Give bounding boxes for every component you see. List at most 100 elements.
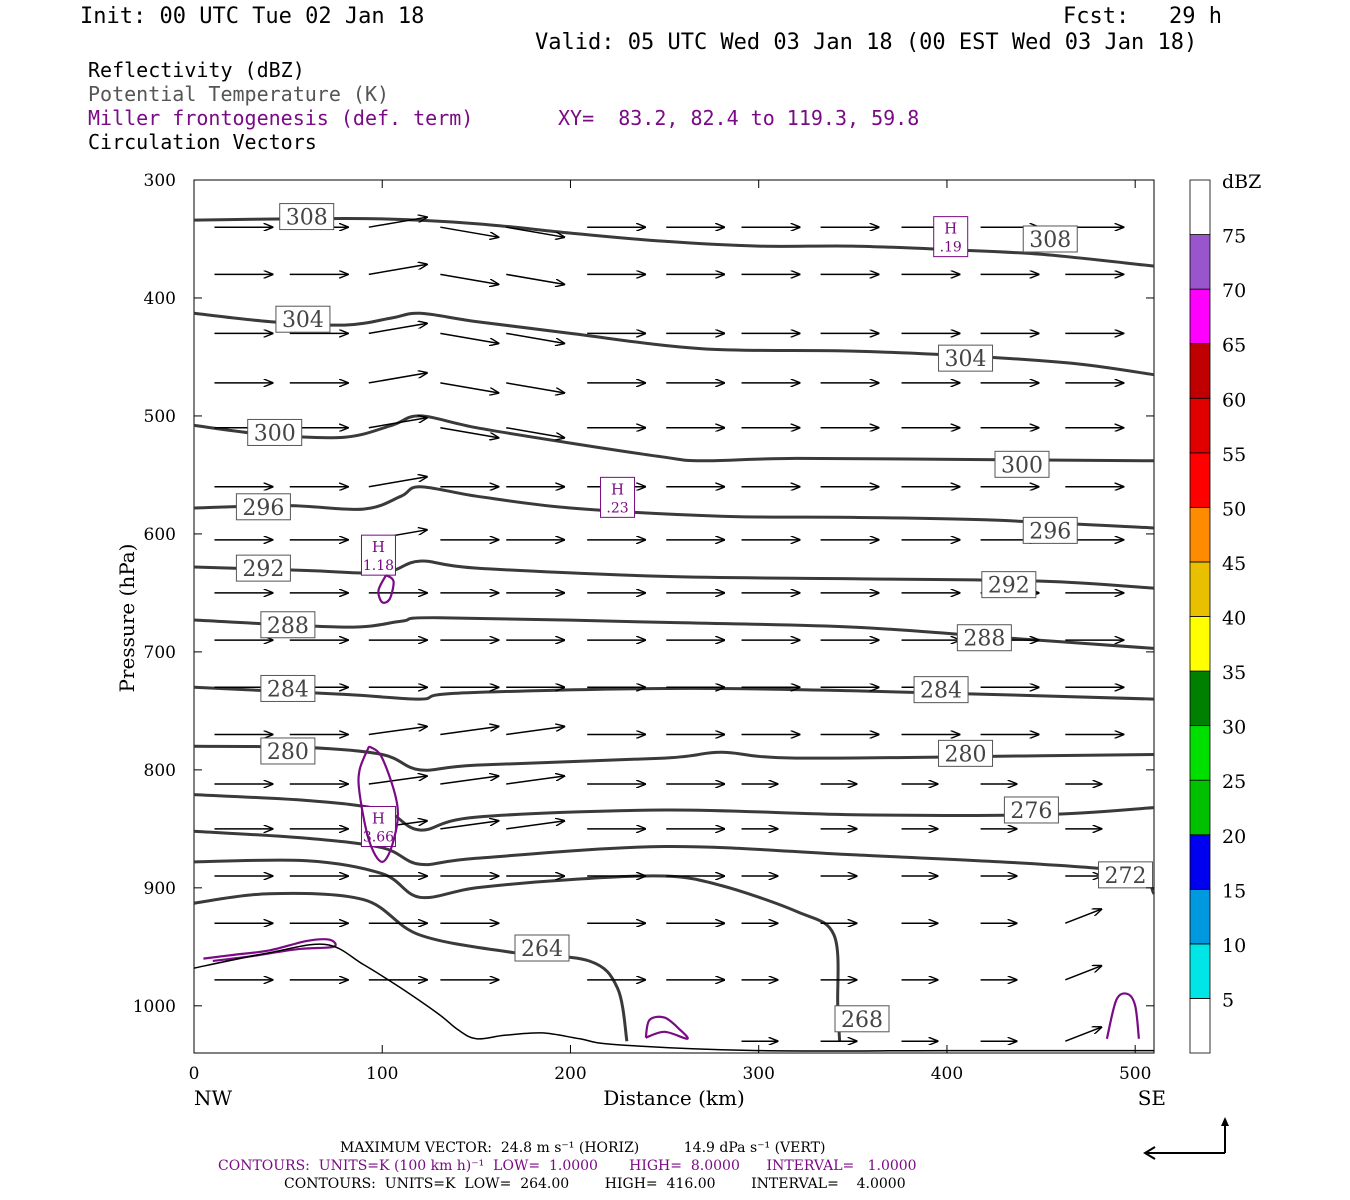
theta-contour-308 xyxy=(193,216,1155,268)
x-axis-label: Distance (km) xyxy=(603,1086,745,1110)
init-time: Init: 00 UTC Tue 02 Jan 18 xyxy=(80,4,425,29)
circulation-vector xyxy=(506,226,564,237)
circulation-vector xyxy=(368,264,427,276)
colorbar-segment xyxy=(1189,452,1211,508)
circulation-vector xyxy=(368,217,427,228)
contour-label-box xyxy=(235,493,291,521)
colorbar-level-label: 55 xyxy=(1222,444,1246,466)
theta-contour-268 xyxy=(193,858,842,1042)
frontogenesis-high-marker: H xyxy=(372,809,385,827)
colorbar-segment xyxy=(1189,888,1211,945)
contour-label-box xyxy=(260,611,316,639)
circulation-vector xyxy=(1065,966,1101,981)
colorbar-level-label: 60 xyxy=(1222,389,1246,411)
circulation-vector xyxy=(440,726,498,736)
colorbar-level-label: 70 xyxy=(1222,280,1246,302)
colorbar-segment xyxy=(1189,616,1211,672)
contour-label-276: 276 xyxy=(1010,799,1052,824)
x-tick-label: 300 xyxy=(742,1064,774,1084)
circulation-vector xyxy=(1065,1027,1101,1042)
circulation-vector xyxy=(506,273,564,284)
field-circulation-vectors: Circulation Vectors xyxy=(88,130,317,154)
colorbar-level-label: 65 xyxy=(1222,335,1246,357)
circulation-vector xyxy=(368,418,427,429)
circulation-vector xyxy=(440,273,498,284)
theta-contour-300 xyxy=(193,414,1155,463)
colorbar-segment xyxy=(1189,506,1211,563)
colorbar-level-label: 5 xyxy=(1222,989,1234,1011)
contour-label-box xyxy=(1003,796,1059,824)
circulation-vector xyxy=(440,776,498,785)
colorbar-level-label: 75 xyxy=(1222,226,1246,248)
colorbar: 5 10 15 20 25 30 35 40 45 50 55 60 65 70 75 dBZ xyxy=(1189,171,1261,1054)
colorbar-segment xyxy=(1189,670,1211,727)
field-potential-temperature: Potential Temperature (K) xyxy=(88,82,390,106)
contour-label-300: 300 xyxy=(1001,453,1043,478)
contour-label-296: 296 xyxy=(1029,519,1071,544)
contour-label-280: 280 xyxy=(267,740,309,765)
contour-label-box xyxy=(279,203,335,231)
cross-section-endpoints: XY= 83.2, 82.4 to 119.3, 59.8 xyxy=(558,106,920,130)
contour-label-box xyxy=(235,554,291,582)
field-reflectivity: Reflectivity (dBZ) xyxy=(88,58,305,82)
frontogenesis-high-value: 3.66 xyxy=(363,829,394,845)
terrain-surface xyxy=(193,943,1154,1052)
circulation-vector xyxy=(506,726,564,736)
contour-label-box xyxy=(913,676,969,704)
frontogenesis-contour xyxy=(644,1015,689,1040)
colorbar-level-label: 40 xyxy=(1222,608,1246,630)
frontogenesis-label-box xyxy=(360,534,396,576)
colorbar-unit: dBZ xyxy=(1222,171,1261,193)
circulation-vector xyxy=(368,373,427,384)
contour-label-280: 280 xyxy=(945,742,987,767)
frontogenesis-contour xyxy=(377,574,395,604)
contour-label-308: 308 xyxy=(1029,228,1071,253)
colorbar-segment xyxy=(1189,561,1211,617)
colorbar-segment xyxy=(1189,943,1211,999)
frontogenesis-high-marker: H xyxy=(372,538,385,556)
contour-label-box xyxy=(1022,225,1078,253)
x-tick-label: 0 xyxy=(189,1064,200,1084)
frontogenesis-high-value: .19 xyxy=(940,240,962,256)
frontogenesis-label-box xyxy=(360,805,396,847)
circulation-vector xyxy=(368,776,427,785)
terrain-line xyxy=(193,943,1154,1052)
frontogenesis-label-box xyxy=(600,476,636,518)
circulation-vector xyxy=(368,323,427,335)
colorbar-level-label: 45 xyxy=(1222,553,1246,575)
y-tick-label: 300 xyxy=(144,171,176,191)
contour-label-box xyxy=(938,739,994,767)
circulation-vector xyxy=(440,332,498,343)
colorbar-level-label: 50 xyxy=(1222,498,1246,520)
theta-contour-284 xyxy=(193,685,1155,701)
contour-label-box xyxy=(994,450,1050,478)
x-tick-label: 500 xyxy=(1119,1064,1151,1084)
y-axis-label: Pressure (hPa) xyxy=(115,544,139,693)
y-tick-label: 700 xyxy=(144,643,176,663)
field-frontogenesis: Miller frontogenesis (def. term) xyxy=(88,106,474,130)
circulation-vector xyxy=(440,427,498,438)
axes: 300 400 500 600 700 800 900 1000 0 100 200 300 400 50… xyxy=(115,171,1166,1110)
circulation-vector xyxy=(440,226,498,237)
colorbar-segment xyxy=(1189,779,1211,836)
contour-label-288: 288 xyxy=(267,614,309,639)
frontogenesis-high-value: 1.18 xyxy=(363,558,394,574)
contour-label-box xyxy=(1022,516,1078,544)
theta-contour-272 xyxy=(193,829,1156,895)
colorbar-segment xyxy=(1189,725,1211,781)
plot-frame xyxy=(193,179,1155,1054)
frontogenesis-contour xyxy=(1105,992,1140,1040)
contour-label-box xyxy=(260,737,316,765)
contour-labels: 308 308 304 304 300 300 296 296 292 292 288 288 284 2… xyxy=(235,203,1154,1033)
contour-label-box xyxy=(834,1005,890,1033)
colorbar-level-label: 20 xyxy=(1222,826,1246,848)
reference-vector-icon xyxy=(1143,1117,1229,1160)
frontogenesis-high-value: .23 xyxy=(606,500,628,516)
colorbar-level-label: 35 xyxy=(1222,662,1246,684)
frontogenesis-contour xyxy=(203,938,337,963)
theta-contour-info: CONTOURS: UNITS=K LOW= 264.00 HIGH= 416.… xyxy=(284,1176,906,1192)
se-end-label: SE xyxy=(1138,1086,1166,1110)
contour-label-box xyxy=(260,674,316,702)
circulation-vector xyxy=(368,726,427,736)
y-tick-label: 400 xyxy=(144,289,176,309)
